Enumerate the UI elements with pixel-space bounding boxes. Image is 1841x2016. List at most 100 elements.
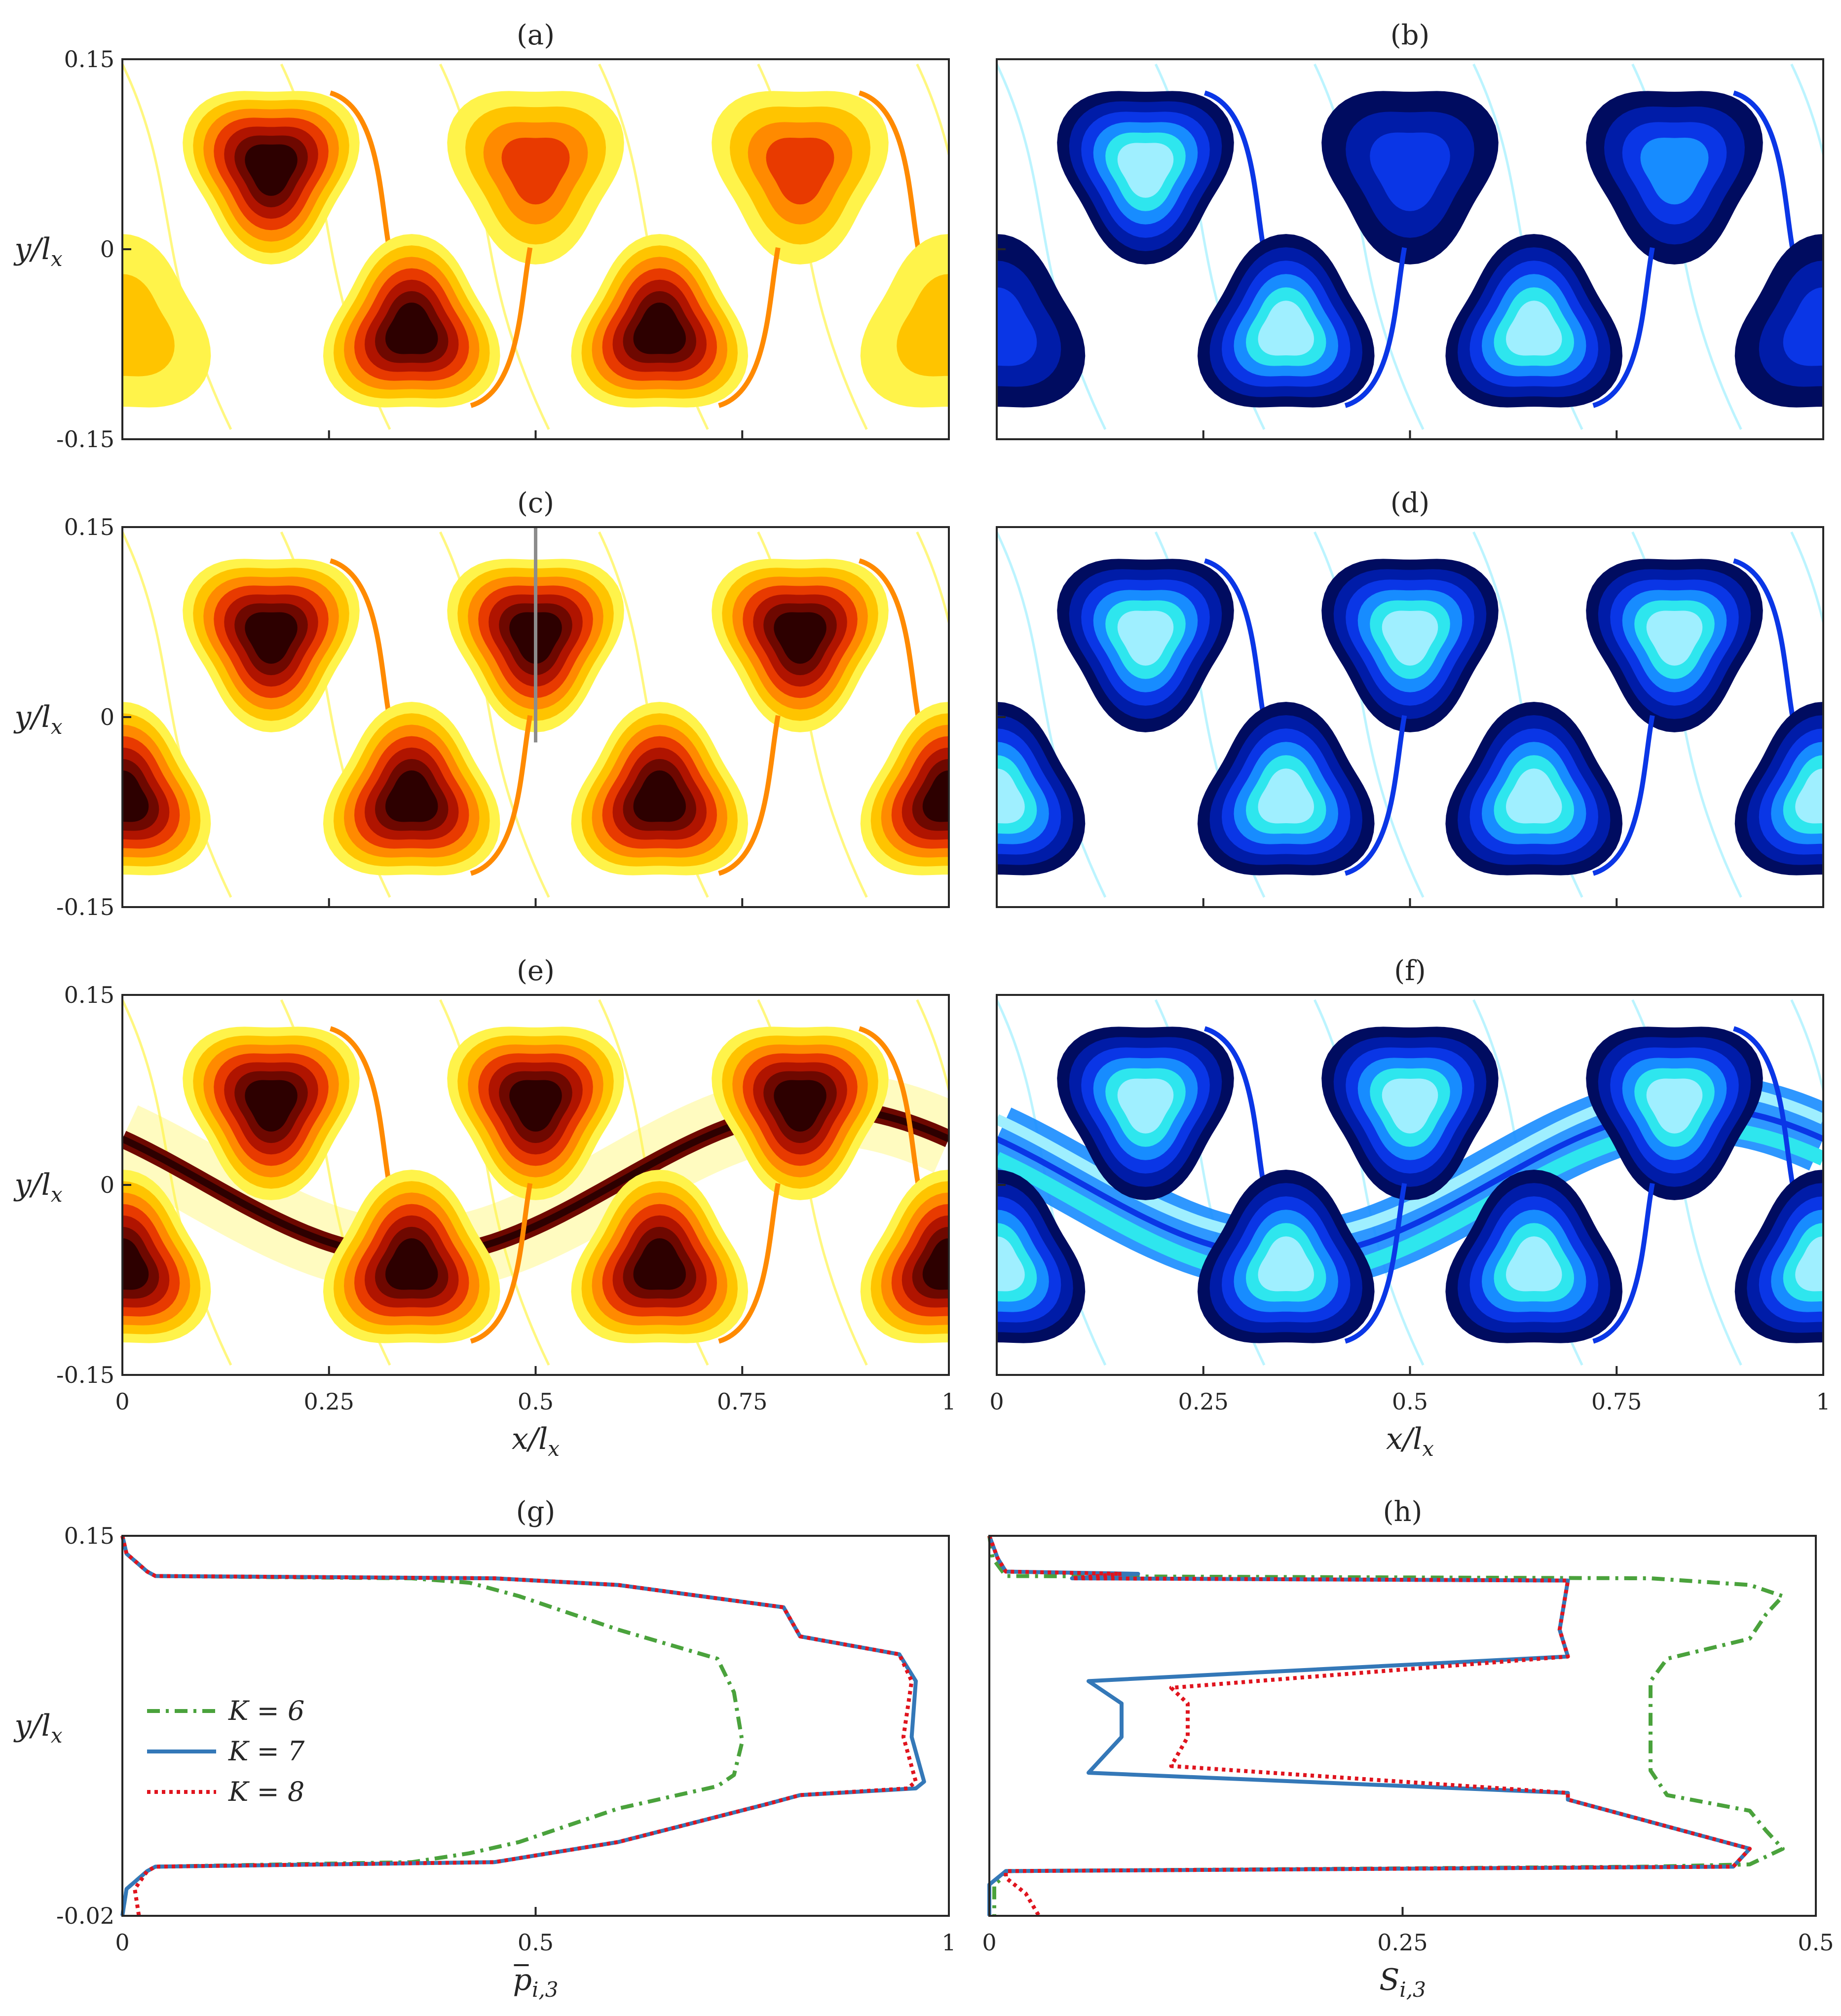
vortex-0 — [183, 558, 392, 732]
vortex-6 — [1734, 1170, 1823, 1343]
vortex-contour — [1783, 287, 1823, 366]
x-tick-label: 0.25 — [1178, 1388, 1229, 1415]
panel-label-a: (a) — [517, 19, 555, 51]
series-line-h-0 — [987, 1535, 1785, 1916]
vortex-contour — [1117, 610, 1174, 666]
vortex-tail — [718, 1182, 781, 1344]
vortex-3 — [1197, 702, 1407, 876]
vortex-contour — [1506, 301, 1562, 356]
heatmap-body — [122, 995, 949, 1375]
vortex-tail — [858, 1026, 921, 1187]
x-tick-label: 0 — [982, 1929, 996, 1956]
vortex-tail — [858, 558, 921, 720]
vortex-4 — [571, 234, 781, 408]
vortex-contour — [501, 138, 570, 205]
vortex-contour — [997, 768, 1025, 824]
x-tick-label: 0.5 — [1392, 1388, 1428, 1415]
vortex-6 — [1734, 234, 1823, 408]
vortex-0 — [1057, 558, 1267, 732]
vortex-contour — [1370, 132, 1450, 211]
vortex-contour — [1258, 301, 1314, 356]
panel-label-f: (f) — [1394, 955, 1426, 987]
x-axis-label-h: Si,3 — [1379, 1963, 1426, 2002]
heatmap-panel-c — [122, 527, 949, 907]
vortex-tail — [1592, 1182, 1655, 1344]
vortex-contour — [766, 138, 834, 205]
heatmap-panel-a — [122, 59, 949, 439]
vortex-tail — [858, 90, 921, 252]
vortex-5 — [122, 234, 211, 408]
panel-label-h: (h) — [1383, 1496, 1423, 1528]
vortex-contour — [1640, 138, 1709, 205]
vortex-tail — [329, 1026, 392, 1187]
vortex-tail — [1203, 90, 1267, 252]
x-tick-label: 0.25 — [1377, 1929, 1428, 1956]
panel-label-c: (c) — [517, 487, 554, 519]
vortex-contour — [774, 1080, 827, 1132]
y-tick-label: 0 — [100, 236, 114, 263]
x-tick-label: 0 — [115, 1388, 129, 1415]
x-tick-label: 1 — [941, 1929, 956, 1956]
filament-streak — [916, 531, 949, 628]
plot-background-g — [122, 1536, 949, 1916]
vortex-2 — [1586, 558, 1796, 732]
y-axis-label-e: y/lx — [13, 1168, 63, 1207]
vortex-contour — [633, 1238, 686, 1290]
x-axis-label-sub: x — [1422, 1437, 1434, 1461]
series-line-h-2 — [987, 1535, 1752, 1917]
filament-streak — [1790, 63, 1823, 160]
x-axis-label-main: x/l — [512, 1422, 548, 1456]
y-tick-label: 0.15 — [64, 46, 114, 73]
y-axis-label-sub: x — [51, 715, 63, 739]
vortex-contour — [1258, 768, 1314, 824]
x-tick-label: 0.5 — [1798, 1929, 1834, 1956]
x-tick-label: 1 — [941, 1388, 956, 1415]
vortex-contour — [122, 770, 149, 822]
y-tick-label: -0.15 — [56, 426, 114, 453]
legend-entry: K = 8 — [228, 1776, 304, 1807]
vortex-contour — [245, 144, 298, 196]
vortex-contour — [1117, 1078, 1174, 1134]
vortex-tail — [470, 247, 533, 408]
vortex-0 — [1057, 1026, 1267, 1200]
vortex-2 — [1586, 1026, 1796, 1200]
vortex-contour — [633, 770, 686, 822]
x-axis-label-sub: i,3 — [532, 1978, 559, 2002]
vortex-5 — [122, 1170, 211, 1343]
y-axis-label-a: y/lx — [13, 232, 63, 271]
panel-label-b: (b) — [1390, 19, 1430, 51]
y-tick-label: -0.15 — [56, 894, 114, 920]
vortex-contour — [245, 612, 298, 664]
y-axis-label-sub: x — [51, 247, 63, 271]
y-tick-label: -0.02 — [56, 1902, 114, 1929]
heatmap-body — [122, 59, 949, 439]
vortex-tail — [1592, 247, 1655, 408]
vortex-1 — [447, 1027, 624, 1200]
vortex-6 — [860, 702, 949, 875]
heatmap-panel-d — [997, 527, 1823, 907]
vortex-contour — [122, 1238, 149, 1290]
x-axis-label-main: p — [513, 1963, 532, 1997]
vortex-contour — [1258, 1236, 1314, 1292]
x-tick-label: 0.75 — [1591, 1388, 1642, 1415]
vortex-3 — [323, 1170, 533, 1344]
vortex-1 — [1321, 1027, 1499, 1200]
vortex-tail — [470, 715, 533, 876]
vortex-4 — [571, 702, 781, 876]
legend-entry: K = 7 — [228, 1736, 305, 1767]
heatmap-body — [122, 527, 949, 907]
vortex-contour — [1506, 768, 1562, 824]
vortex-2 — [712, 90, 921, 265]
y-axis-label-g: y/lx — [13, 1709, 63, 1748]
x-tick-label: 0.5 — [518, 1929, 554, 1956]
vortex-4 — [1445, 234, 1655, 408]
vortex-contour — [1795, 768, 1823, 824]
vortex-tail — [1344, 715, 1407, 876]
vortex-contour — [997, 287, 1037, 366]
series-line-g-2 — [120, 1535, 918, 1916]
heatmap-body — [997, 59, 1823, 439]
vortex-5 — [997, 1170, 1086, 1343]
heatmap-body — [997, 527, 1823, 907]
y-axis-label-main: y/l — [13, 1709, 51, 1743]
vortex-3 — [323, 234, 533, 408]
